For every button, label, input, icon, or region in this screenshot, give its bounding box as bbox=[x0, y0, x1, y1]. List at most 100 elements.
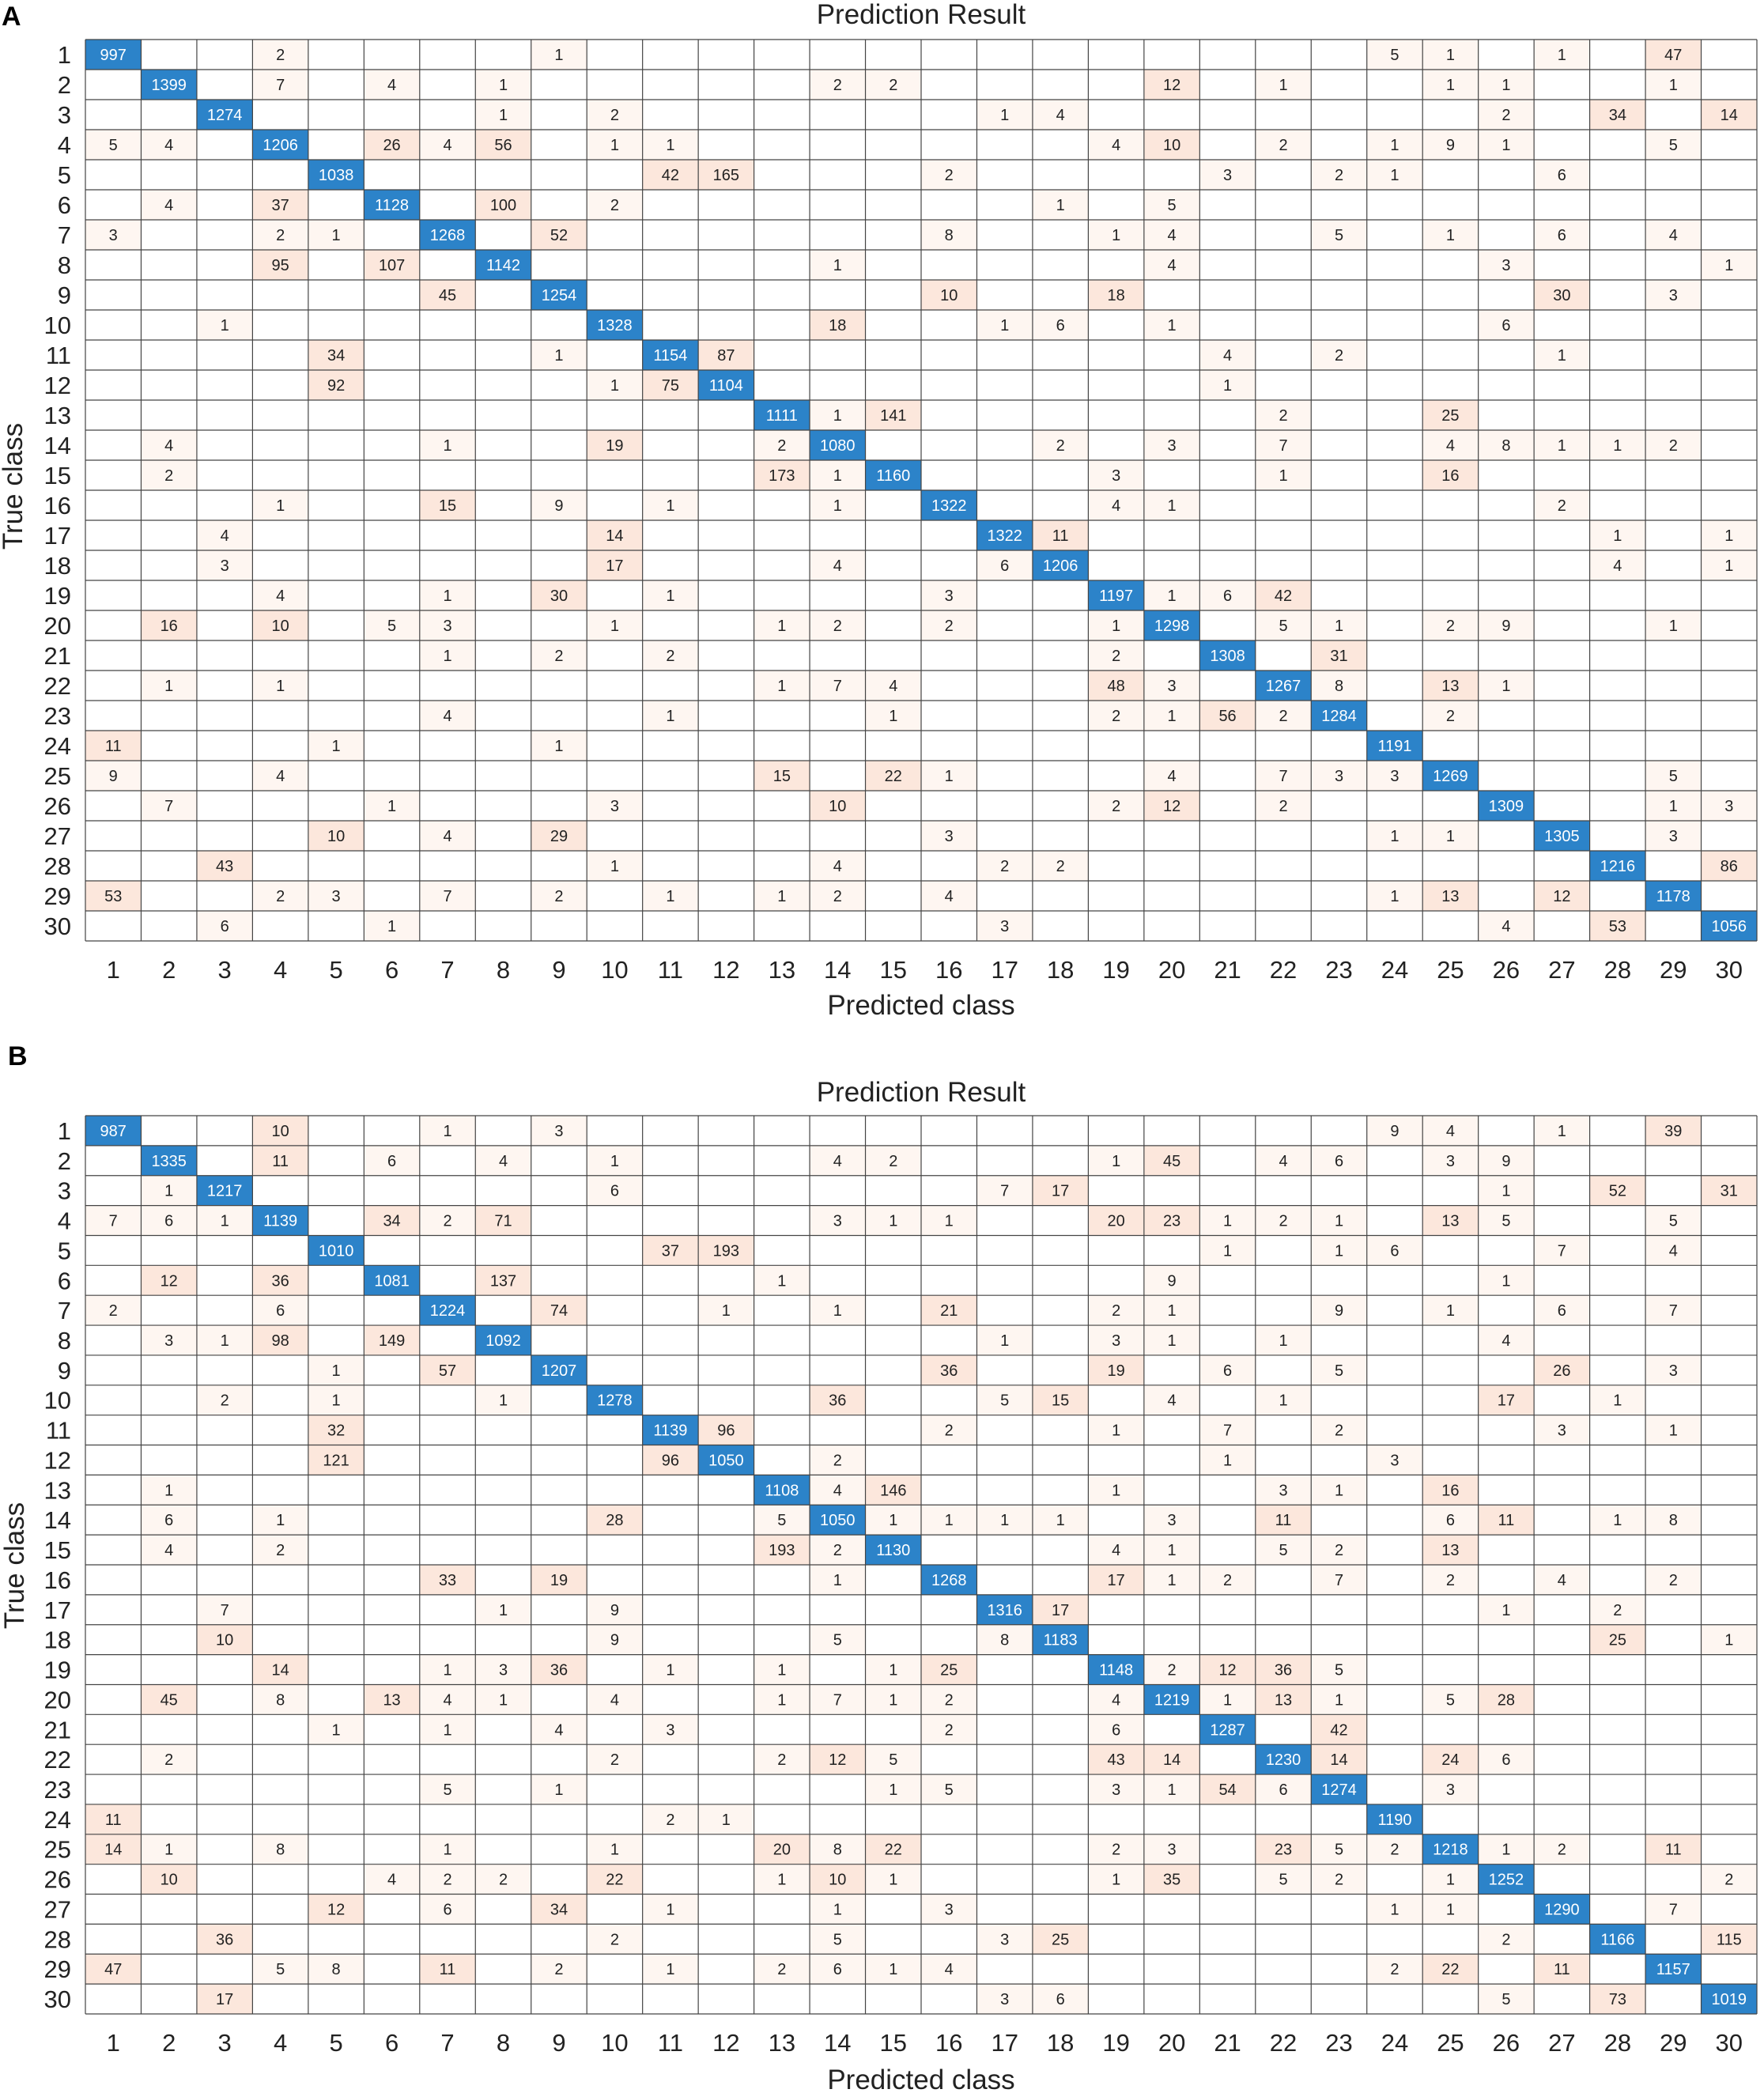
panel-a-cell-value-r3-c3: 1274 bbox=[207, 107, 243, 124]
panel-a-cell-r10-c20 bbox=[1143, 310, 1200, 340]
panel-b-cell-value-r20-c23: 1 bbox=[1335, 1691, 1343, 1709]
panel-a-cell-r25-c13 bbox=[754, 761, 810, 791]
panel-b-cell-r26-c6 bbox=[364, 1864, 420, 1895]
panel-a-cell-value-r3-c8: 1 bbox=[499, 107, 508, 124]
panel-b-cell-value-r4-c6: 34 bbox=[383, 1213, 400, 1230]
panel-b-x-tick-label: 23 bbox=[1325, 2029, 1352, 2057]
panel-b-cell-value-r25-c23: 5 bbox=[1335, 1842, 1343, 1859]
panel-b-cell-value-r2-c6: 6 bbox=[387, 1153, 396, 1170]
panel-b-cell-value-r23-c20: 1 bbox=[1168, 1781, 1177, 1799]
panel-b-cell-value-r28-c10: 2 bbox=[610, 1931, 619, 1948]
panel-a-cell-r9-c19 bbox=[1088, 280, 1144, 310]
panel-a-cell-r24-c5 bbox=[308, 731, 365, 761]
panel-b-cell-value-r14-c10: 28 bbox=[606, 1512, 623, 1529]
panel-b-cell-value-r6-c26: 1 bbox=[1501, 1272, 1510, 1290]
panel-b-cell-r28-c18 bbox=[1032, 1924, 1089, 1955]
panel-b-cell-value-r22-c26: 6 bbox=[1501, 1751, 1510, 1769]
panel-b-cell-r7-c27 bbox=[1534, 1295, 1590, 1326]
panel-b-cell-r1-c29 bbox=[1645, 1116, 1702, 1146]
panel-b-cell-value-r14-c25: 6 bbox=[1446, 1512, 1455, 1529]
panel-b-cell-value-r26-c20: 35 bbox=[1163, 1872, 1180, 1889]
panel-b-cell-value-r7-c16: 21 bbox=[940, 1302, 958, 1320]
panel-b-cell-value-r11-c16: 2 bbox=[945, 1422, 954, 1440]
panel-b-cell-r20-c16 bbox=[921, 1684, 977, 1715]
panel-a-cell-r18-c28 bbox=[1589, 550, 1646, 580]
panel-a-cell-r2-c14 bbox=[810, 70, 866, 100]
panel-a-y-tick-label: 4 bbox=[58, 131, 71, 159]
panel-a-cell-value-r14-c2: 4 bbox=[164, 437, 173, 455]
panel-b-cell-r3-c18 bbox=[1032, 1175, 1089, 1206]
panel-a-cell-value-r13-c22: 2 bbox=[1279, 407, 1287, 425]
panel-a-cell-value-r11-c27: 1 bbox=[1558, 347, 1566, 365]
panel-b-cell-r2-c15 bbox=[865, 1145, 921, 1176]
panel-b-cell-r20-c6 bbox=[364, 1684, 420, 1715]
panel-a-y-tick-label: 1 bbox=[58, 41, 71, 69]
panel-a-x-tick-label: 4 bbox=[274, 956, 287, 984]
panel-a-cell-r19-c7 bbox=[419, 580, 476, 610]
panel-a-cell-r28-c10 bbox=[587, 851, 643, 881]
panel-a-cell-value-r27-c29: 3 bbox=[1669, 828, 1678, 845]
panel-b-cell-value-r2-c19: 1 bbox=[1112, 1153, 1120, 1170]
panel-b-cell-value-r12-c14: 2 bbox=[833, 1452, 842, 1469]
panel-b-cell-r22-c15 bbox=[865, 1744, 921, 1775]
panel-a-cell-value-r5-c23: 2 bbox=[1335, 167, 1343, 184]
panel-b-cell-value-r18-c10: 9 bbox=[610, 1632, 619, 1649]
panel-a-cell-r20-c4 bbox=[252, 610, 308, 640]
panel-a-cell-value-r5-c11: 42 bbox=[662, 167, 679, 184]
panel-b-cell-r26-c26 bbox=[1478, 1864, 1535, 1895]
panel-b-cell-r4-c14 bbox=[810, 1205, 866, 1236]
panel-a-cell-r2-c22 bbox=[1255, 70, 1312, 100]
panel-b-cell-value-r6-c20: 9 bbox=[1168, 1272, 1177, 1290]
panel-b-cell-r7-c25 bbox=[1422, 1295, 1479, 1326]
panel-a-cell-value-r14-c10: 19 bbox=[606, 437, 623, 455]
panel-a-cell-value-r18-c18: 1206 bbox=[1043, 557, 1078, 575]
panel-b-cell-r15-c2 bbox=[141, 1535, 197, 1565]
panel-b-cell-r25-c13 bbox=[754, 1834, 810, 1864]
panel-b-cell-value-r16-c23: 7 bbox=[1335, 1572, 1343, 1589]
panel-b-cell-value-r19-c8: 3 bbox=[499, 1662, 508, 1679]
panel-b-cell-r5-c21 bbox=[1199, 1235, 1256, 1266]
panel-b-cell-value-r7-c27: 6 bbox=[1558, 1302, 1566, 1320]
panel-b-cell-value-r20-c22: 13 bbox=[1275, 1691, 1292, 1709]
panel-b-x-tick-label: 7 bbox=[440, 2029, 454, 2057]
panel-b-y-tick-label: 8 bbox=[58, 1327, 71, 1354]
panel-a-cell-r29-c29 bbox=[1645, 881, 1702, 911]
panel-b-cell-value-r18-c30: 1 bbox=[1724, 1632, 1733, 1649]
panel-a-cell-value-r28-c17: 2 bbox=[1000, 858, 1009, 875]
panel-b-y-tick-label: 2 bbox=[58, 1147, 71, 1175]
panel-b-cell-r2-c6 bbox=[364, 1145, 420, 1176]
panel-a-cell-r22-c4 bbox=[252, 671, 308, 701]
panel-b-cell-value-r14-c22: 11 bbox=[1275, 1512, 1292, 1529]
panel-b-cell-value-r15-c2: 4 bbox=[164, 1542, 173, 1559]
panel-a-y-tick-label: 26 bbox=[44, 792, 71, 820]
panel-a-cell-value-r2-c4: 7 bbox=[276, 77, 285, 94]
panel-b-y-tick-label: 30 bbox=[44, 1985, 71, 2013]
panel-b-cell-r21-c21 bbox=[1199, 1714, 1256, 1745]
panel-b-cell-r13-c15 bbox=[865, 1475, 921, 1506]
panel-a-cell-r10-c18 bbox=[1032, 310, 1089, 340]
panel-a-cell-value-r16-c9: 9 bbox=[554, 497, 563, 515]
panel-a-cell-r3-c8 bbox=[475, 100, 531, 130]
panel-b-cell-r28-c28 bbox=[1589, 1924, 1646, 1955]
panel-b-cell-value-r20-c26: 28 bbox=[1498, 1691, 1515, 1709]
panel-b-x-tick-label: 20 bbox=[1158, 2029, 1185, 2057]
panel-b-cell-value-r3-c17: 7 bbox=[1000, 1183, 1009, 1200]
panel-b-cell-r18-c18 bbox=[1032, 1624, 1089, 1655]
panel-b-cell-r27-c11 bbox=[642, 1894, 699, 1925]
panel-b-cell-r29-c1 bbox=[85, 1954, 142, 1985]
panel-b-cell-value-r14-c28: 1 bbox=[1613, 1512, 1622, 1529]
panel-b-cell-value-r14-c16: 1 bbox=[945, 1512, 954, 1529]
panel-a-cell-r27-c5 bbox=[308, 821, 365, 851]
panel-a-cell-value-r14-c29: 2 bbox=[1669, 437, 1678, 455]
panel-a-cell-r27-c24 bbox=[1366, 821, 1423, 851]
panel-a-cell-value-r9-c29: 3 bbox=[1669, 287, 1678, 304]
panel-a-x-tick-label: 6 bbox=[385, 956, 399, 984]
panel-b-cell-value-r29-c15: 1 bbox=[889, 1961, 897, 1978]
panel-b-cell-r5-c24 bbox=[1366, 1235, 1423, 1266]
panel-b-cell-value-r26-c2: 10 bbox=[161, 1872, 178, 1889]
panel-a-cell-value-r25-c16: 1 bbox=[945, 768, 954, 785]
panel-b-cell-r11-c5 bbox=[308, 1415, 365, 1445]
panel-b-cell-value-r4-c4: 1139 bbox=[263, 1213, 297, 1230]
panel-a-cell-r29-c16 bbox=[921, 881, 977, 911]
panel-b-cell-r23-c22 bbox=[1255, 1774, 1312, 1804]
